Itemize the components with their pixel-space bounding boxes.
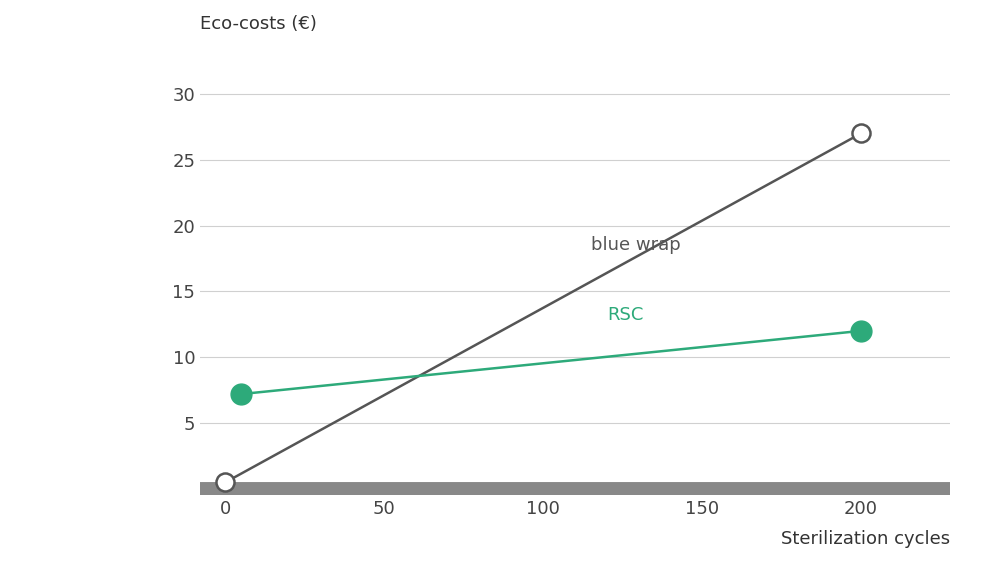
Text: Eco-costs (€): Eco-costs (€) xyxy=(200,15,317,33)
X-axis label: Sterilization cycles: Sterilization cycles xyxy=(781,530,950,548)
Text: RSC: RSC xyxy=(607,306,643,324)
Text: blue wrap: blue wrap xyxy=(591,236,681,254)
